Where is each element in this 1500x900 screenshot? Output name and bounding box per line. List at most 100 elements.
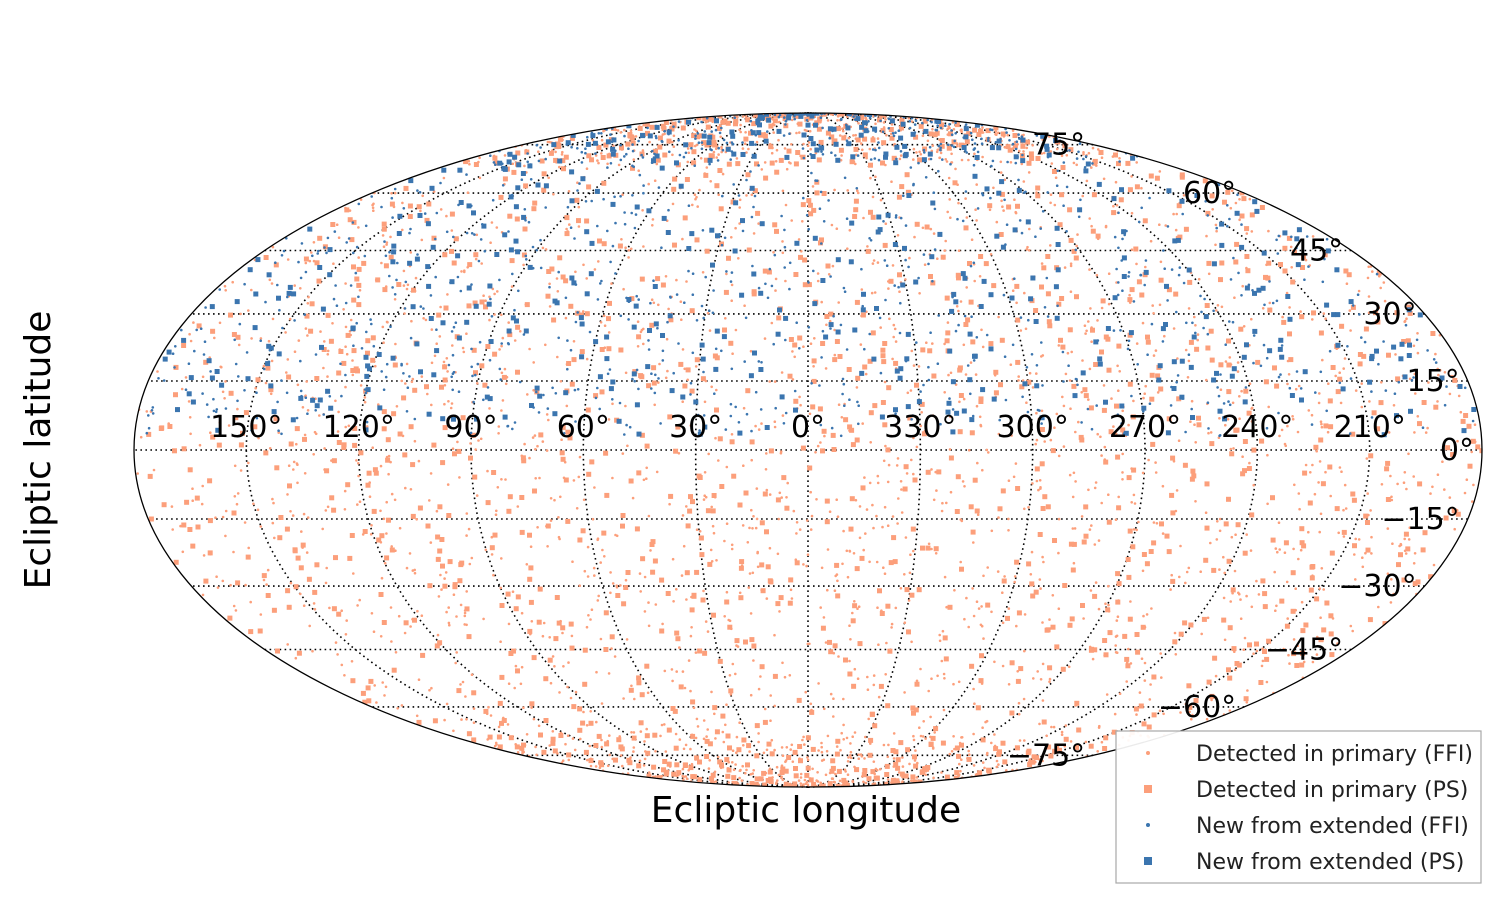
data-point [1318,460,1322,463]
data-point [360,347,364,350]
data-point [1074,430,1077,434]
data-point [569,696,573,700]
data-point [1154,461,1157,464]
data-point [1300,628,1306,634]
data-point [335,223,339,226]
data-point [730,367,734,371]
data-point [807,141,811,144]
data-point [391,216,394,219]
data-point [1082,387,1088,393]
data-point [903,621,907,624]
data-point [1239,598,1242,601]
data-point [682,215,688,221]
data-point [742,744,745,747]
data-point [1249,512,1255,518]
data-point [1350,491,1356,497]
data-point [1029,155,1035,161]
data-point [578,182,581,185]
data-point [899,216,903,220]
data-point [1056,304,1059,308]
data-point [1254,641,1259,647]
data-point [730,433,734,436]
data-point [781,240,784,243]
data-point [981,761,985,764]
data-point [655,162,659,166]
data-point [545,523,551,529]
data-point [877,117,882,123]
data-point [791,378,795,381]
data-point [201,392,204,395]
data-point [1308,587,1314,593]
data-point [1100,156,1104,159]
data-point [1068,379,1072,382]
data-point [868,737,874,743]
data-point [514,664,518,668]
data-point [781,661,784,665]
data-point [825,263,831,269]
data-point [684,151,688,155]
data-point [1082,151,1085,154]
data-point [286,493,289,496]
data-point [1142,614,1145,618]
data-point [702,498,706,501]
data-point [684,177,690,182]
data-point [139,435,143,439]
data-point [1318,392,1321,395]
data-point [1071,527,1075,530]
data-point [811,185,815,188]
data-point [545,413,549,416]
longitude-gridline [694,112,809,788]
data-point [760,422,763,425]
data-point [1015,203,1020,209]
data-point [823,434,826,438]
data-point [207,550,213,556]
data-point [236,407,239,411]
data-point [1067,364,1070,368]
data-point [1098,150,1104,155]
data-point [913,707,919,713]
data-point [867,358,873,364]
data-point [922,767,927,773]
data-point [497,425,501,428]
data-point [488,318,491,322]
data-point [412,387,418,393]
data-point [494,163,497,166]
data-point [661,767,666,773]
data-point [839,323,843,327]
data-point [456,275,460,279]
data-point [264,300,267,304]
data-point [1335,389,1341,395]
data-point [273,536,276,540]
data-point [786,783,792,787]
data-point [1230,189,1234,192]
data-point [1311,318,1314,321]
data-point [679,300,683,304]
data-point [582,498,586,502]
data-point [574,197,580,203]
data-point [898,157,902,161]
data-point [1255,579,1258,583]
data-point [969,430,975,436]
data-point [828,510,832,513]
data-point [236,492,240,495]
data-point [1127,271,1131,274]
data-point [351,348,357,354]
data-point [1394,310,1400,316]
data-point [819,781,822,785]
data-point [799,772,803,776]
data-point [1182,194,1186,197]
data-point [994,132,997,136]
data-point [355,321,359,325]
data-point [1039,487,1042,490]
data-point [443,718,446,722]
data-point [713,770,717,774]
data-point [982,637,985,640]
data-point [671,140,674,144]
data-point [463,614,467,618]
data-point [1263,303,1266,307]
data-point [972,764,976,767]
data-point [1238,395,1241,398]
data-point [927,365,930,369]
data-point [556,290,560,293]
data-point [396,707,400,710]
